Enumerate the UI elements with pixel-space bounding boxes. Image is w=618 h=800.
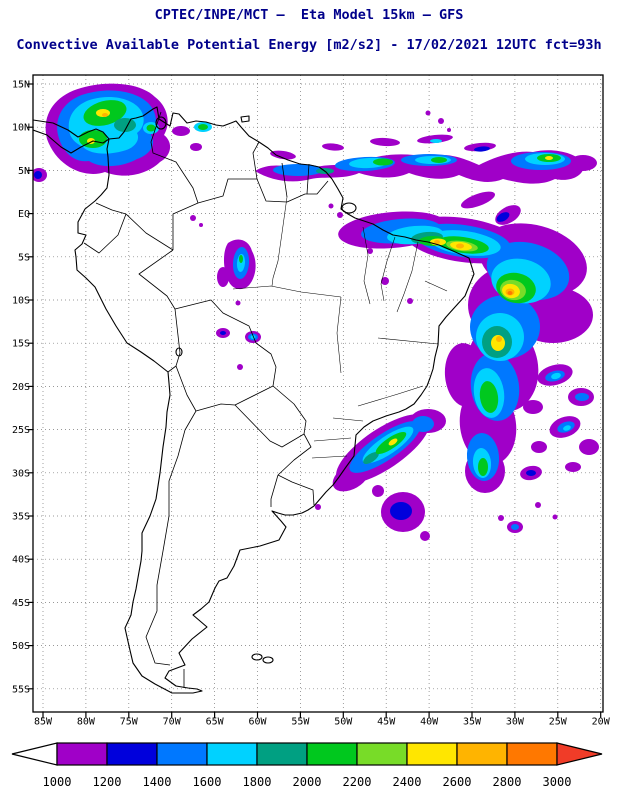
lon-label: 70W xyxy=(163,717,182,728)
map-frame xyxy=(32,74,604,713)
lat-label: 5N xyxy=(18,166,30,177)
geography xyxy=(33,106,475,694)
cape-region-itcz xyxy=(255,110,597,184)
marajo-island xyxy=(341,202,357,214)
axis-labels: 85W 80W 75W 70W 65W 60W 55W 50W 45W 40W 35W 30W 25W 2… xyxy=(12,80,611,728)
lat-label: 5S xyxy=(18,252,30,263)
lon-label: 65W xyxy=(206,717,225,728)
lat-label: 55S xyxy=(12,684,30,695)
lat-label: 25S xyxy=(12,425,30,436)
colorbar-value: 3000 xyxy=(543,775,572,789)
colorbar-value: 2000 xyxy=(293,775,322,789)
lon-label: 40W xyxy=(420,717,439,728)
lat-label: 45S xyxy=(12,598,30,609)
south-america-coastline xyxy=(74,106,475,694)
lat-label: 15N xyxy=(12,80,30,91)
colorbar-segment xyxy=(106,742,158,766)
falkland-island-west xyxy=(251,653,263,661)
colorbar-value: 1800 xyxy=(243,775,272,789)
lat-label: 50S xyxy=(12,641,30,652)
map-title-line2: Convective Available Potential Energy [m… xyxy=(16,37,602,53)
colorbar-segment xyxy=(206,742,258,766)
lon-label: 55W xyxy=(291,717,310,728)
colorbar-segment xyxy=(456,742,508,766)
lat-label: EQ xyxy=(18,209,30,220)
lon-label: 45W xyxy=(377,717,396,728)
lat-label: 30S xyxy=(12,468,30,479)
colorbar-segment xyxy=(406,742,458,766)
axis-ticks xyxy=(27,83,602,718)
colorbar-value: 2400 xyxy=(393,775,422,789)
cape-region-southeast xyxy=(315,409,446,541)
colorbar-segment xyxy=(56,742,108,766)
lat-label: 35S xyxy=(12,512,30,523)
central-america-coastline xyxy=(33,119,110,154)
lat-label: 15S xyxy=(12,339,30,350)
lon-label: 20W xyxy=(592,717,611,728)
lon-label: 35W xyxy=(463,717,482,728)
colorbar-value: 2600 xyxy=(443,775,472,789)
lat-label: 20S xyxy=(12,382,30,393)
lake-titicaca xyxy=(175,347,183,357)
lon-label: 75W xyxy=(120,717,139,728)
colorbar-value: 2200 xyxy=(343,775,372,789)
falkland-island-east xyxy=(262,656,274,664)
brazil-state-borders xyxy=(232,196,448,459)
lat-label: 10N xyxy=(12,123,30,134)
colorbar-value: 1200 xyxy=(93,775,122,789)
lat-label: 40S xyxy=(12,555,30,566)
latlon-grid xyxy=(33,75,603,712)
colorbar-segment xyxy=(306,742,358,766)
lon-label: 80W xyxy=(77,717,96,728)
cape-region-northwest xyxy=(33,83,212,182)
colorbar-below-arrow xyxy=(11,742,58,766)
cape-region-atlantic-cells xyxy=(498,364,599,533)
map-title-line1: CPTEC/INPE/MCT — Eta Model 15km — GFS xyxy=(154,7,464,23)
cape-region-northeast xyxy=(328,191,593,493)
lon-label: 60W xyxy=(248,717,267,728)
colorbar-value: 1000 xyxy=(43,775,72,789)
trinidad-island xyxy=(240,115,250,123)
colorbar-above-arrow xyxy=(556,742,603,766)
lon-label: 85W xyxy=(34,717,53,728)
lon-label: 25W xyxy=(549,717,568,728)
colorbar-segment xyxy=(356,742,408,766)
country-borders xyxy=(83,111,329,688)
lon-label: 50W xyxy=(334,717,353,728)
lat-label: 10S xyxy=(12,296,30,307)
colorbar-segment xyxy=(156,742,208,766)
cape-shading xyxy=(33,83,599,541)
colorbar-value: 1400 xyxy=(143,775,172,789)
colorbar-segment xyxy=(256,742,308,766)
colorbar-value: 1600 xyxy=(193,775,222,789)
cape-colorbar: 1000 1200 1400 1600 1800 2000 2200 2400 2600 2800… xyxy=(11,742,603,789)
colorbar-segment xyxy=(506,742,558,766)
lake-maracaibo xyxy=(155,116,167,130)
colorbar-value: 2800 xyxy=(493,775,522,789)
cape-region-amazon xyxy=(190,215,261,370)
lon-label: 30W xyxy=(506,717,525,728)
